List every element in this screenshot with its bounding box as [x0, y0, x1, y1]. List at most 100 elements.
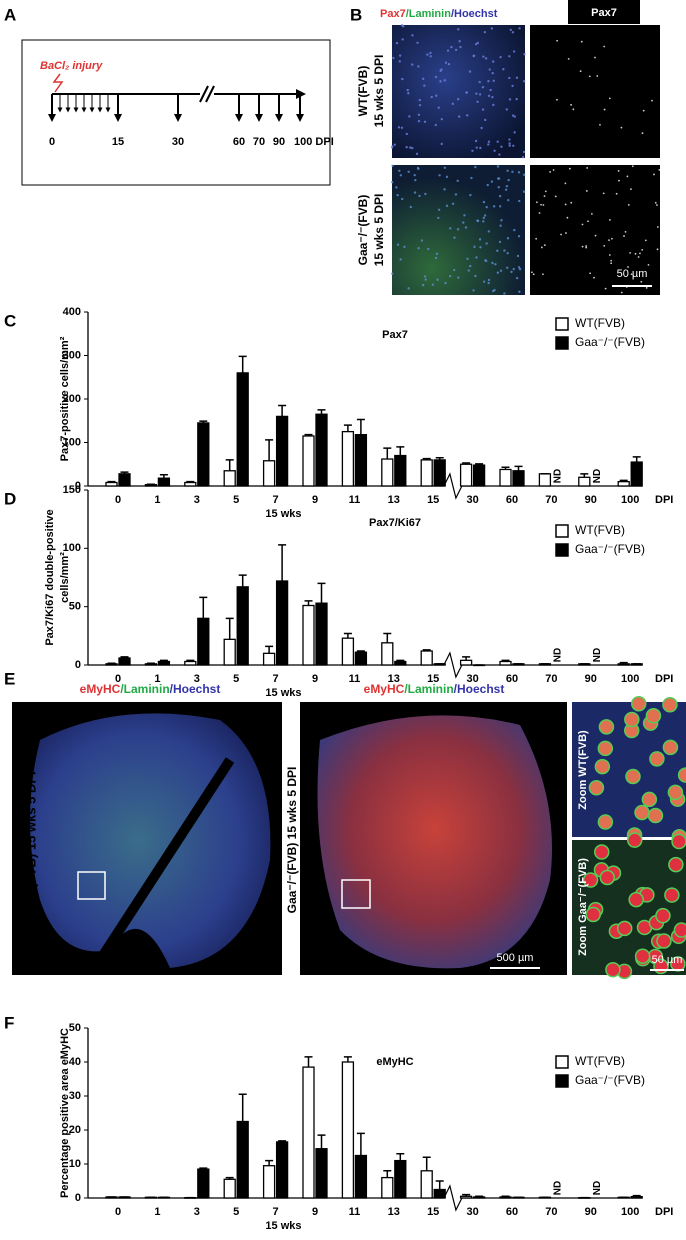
dot	[391, 145, 394, 148]
error-bar	[619, 661, 628, 664]
dot	[429, 51, 432, 55]
dot	[472, 54, 476, 57]
dot	[511, 114, 515, 117]
dot	[454, 48, 458, 52]
x-unit: DPI	[655, 494, 673, 506]
dot	[474, 274, 477, 278]
error-bar	[317, 1134, 326, 1149]
nuclei-dots	[390, 24, 661, 295]
dot	[464, 226, 468, 229]
x-tick-label: 7	[273, 673, 279, 685]
y-tick-label: 150	[63, 484, 81, 496]
x-tick-label: 70	[545, 1206, 557, 1218]
error-bar	[304, 1056, 313, 1068]
dot	[499, 269, 503, 272]
scale-label: 50 µm	[617, 268, 648, 280]
dot	[403, 245, 406, 249]
dot	[499, 224, 502, 227]
dot	[401, 77, 404, 81]
legend-swatch	[555, 336, 569, 350]
dot	[586, 167, 589, 169]
cell	[582, 872, 599, 888]
bar	[538, 473, 552, 487]
cell	[656, 933, 672, 949]
dot	[641, 248, 644, 251]
annotation: ND	[553, 1181, 564, 1195]
dot	[500, 145, 503, 148]
error-bar	[422, 457, 431, 460]
dot	[608, 239, 610, 242]
bar	[236, 586, 249, 666]
dot	[624, 231, 627, 233]
dot	[473, 245, 476, 249]
stain-3: /Hoechst	[170, 682, 221, 696]
dot	[603, 108, 606, 111]
bar	[341, 637, 355, 666]
dot	[631, 165, 634, 168]
bar	[341, 1061, 355, 1199]
bar	[499, 468, 512, 487]
dot	[481, 86, 485, 89]
row-label: 15 wks 5 DPI	[372, 194, 386, 267]
bar	[302, 1066, 315, 1199]
timeline-tick-label: 70	[253, 136, 265, 148]
error-bar	[159, 659, 168, 662]
dot	[422, 77, 425, 81]
injury-label: BaCl₂ injury	[40, 60, 103, 72]
error-bar	[265, 1159, 274, 1166]
bar	[223, 1178, 236, 1199]
dot	[508, 144, 511, 147]
dot	[567, 57, 570, 60]
dot	[604, 287, 607, 290]
dot	[437, 216, 440, 220]
cell	[585, 906, 601, 923]
y-tick-label: 0	[75, 1192, 81, 1204]
zoom-label: Zoom WT(FVB)	[577, 730, 589, 810]
dot	[508, 76, 511, 80]
dot	[417, 65, 420, 68]
error-bar	[199, 1167, 208, 1170]
x-tick-label: 90	[585, 494, 597, 506]
arrow-head	[105, 107, 111, 113]
dot	[471, 149, 474, 152]
dot	[490, 180, 494, 183]
dot	[401, 197, 404, 201]
cell	[628, 891, 644, 908]
dot	[421, 283, 425, 287]
dot	[485, 205, 488, 209]
legend-label: Gaa⁻/⁻(FVB)	[575, 1073, 645, 1087]
dot	[463, 214, 466, 217]
dot	[417, 246, 420, 250]
dot	[491, 261, 494, 265]
dot	[393, 143, 396, 146]
dot	[492, 205, 496, 208]
arrow-head	[73, 107, 79, 113]
dot	[488, 68, 491, 71]
channel-box	[568, 0, 640, 24]
x-tick-label: 100	[621, 1206, 639, 1218]
dot	[654, 201, 657, 204]
dot	[543, 195, 546, 198]
dot	[602, 192, 605, 195]
dot	[491, 289, 495, 293]
error-bar	[383, 1170, 392, 1178]
x-tick-label: 90	[585, 673, 597, 685]
dot	[467, 269, 471, 272]
bar	[433, 1188, 446, 1199]
cell	[641, 791, 658, 808]
dot	[413, 191, 417, 194]
dot	[496, 271, 500, 274]
annotation: ND	[592, 1181, 603, 1195]
dot	[465, 114, 469, 117]
chart-title: eMyHC	[376, 1056, 413, 1068]
error-bar	[501, 466, 510, 470]
stain-header: eMyHC/Laminin/Hoechst	[364, 682, 505, 696]
bar	[302, 435, 315, 487]
dot	[504, 188, 508, 191]
bar	[144, 663, 158, 666]
error-bar	[159, 473, 168, 479]
arrow-head	[114, 114, 122, 122]
dot	[411, 34, 414, 37]
error-bar	[199, 596, 208, 619]
dot	[523, 53, 526, 56]
